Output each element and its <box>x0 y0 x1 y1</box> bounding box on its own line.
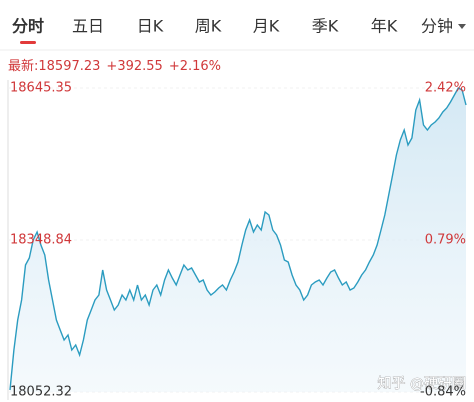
price-line <box>9 87 467 391</box>
y-tick-label: 18645.35 <box>10 81 72 96</box>
tab[interactable]: 五日 <box>72 17 104 36</box>
y2-tick-label: -0.84% <box>420 385 466 400</box>
active-tab-indicator <box>20 41 36 44</box>
watermark: 知乎 @硬研圈 <box>378 375 466 392</box>
y2-tick-label: 2.42% <box>425 81 466 96</box>
y2-tick-label: 0.79% <box>425 233 466 248</box>
quote-change-pct: +2.16% <box>169 59 221 74</box>
tab[interactable]: 季K <box>312 17 339 36</box>
tab[interactable]: 周K <box>195 17 222 36</box>
quote-label: 最新: <box>8 58 38 74</box>
quote-change: +392.55 <box>106 59 162 74</box>
tab[interactable]: 月K <box>253 17 280 36</box>
y-tick-label: 18348.84 <box>10 232 72 247</box>
quote-price: 18597.23 <box>38 59 100 74</box>
y-tick-label: 18052.32 <box>10 385 72 400</box>
plot <box>8 87 467 393</box>
tab[interactable]: 分时 <box>12 17 44 36</box>
tab[interactable]: 分钟 <box>421 17 453 36</box>
tab[interactable]: 年K <box>371 17 398 36</box>
tab[interactable]: 日K <box>137 17 164 36</box>
quote-line: 最新:18597.23 +392.55 +2.16% <box>8 58 221 74</box>
area <box>10 88 466 392</box>
dropdown-arrow[interactable] <box>458 24 466 29</box>
